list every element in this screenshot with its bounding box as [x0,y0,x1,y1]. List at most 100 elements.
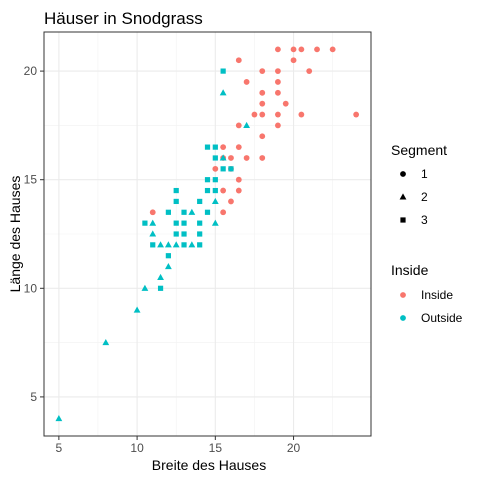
data-point-outside [164,241,172,248]
data-point-inside [259,111,266,118]
data-point-outside [243,121,251,128]
legend-key-color [400,315,406,321]
data-point-outside [165,209,171,215]
data-point-outside [197,231,203,237]
data-point-outside [212,177,218,183]
data-point-outside [149,230,157,237]
data-point-outside [181,209,187,215]
data-point-outside [211,219,219,226]
legend-inside-label: Inside [421,288,453,302]
plot-panel [43,31,372,437]
data-point-outside [219,89,227,96]
legend-segment-label: 3 [421,213,428,227]
data-point-outside [220,166,226,172]
x-tick-label: 10 [130,441,144,455]
data-point-inside [235,57,242,64]
data-point-outside [212,187,218,194]
legend-key-square [400,217,406,223]
legend-inside-label: Outside [421,311,463,325]
data-point-inside [235,122,242,129]
data-point-inside [220,209,227,216]
data-point-inside [235,144,242,151]
data-point-inside [259,133,266,140]
data-point-outside [173,198,179,205]
data-point-inside [298,111,305,118]
data-point-inside [275,79,281,85]
panel-border [43,31,372,437]
data-point-outside [141,284,149,291]
y-axis-title: Länge des Hauses [7,176,23,293]
data-point-outside [173,187,179,194]
data-point-outside [204,177,211,183]
data-point-outside [188,208,196,215]
data-point-outside [204,187,211,194]
data-point-outside [157,241,164,248]
data-point-outside [55,415,63,422]
data-point-outside [181,242,187,248]
data-point-inside [259,89,266,96]
data-point-inside [353,111,360,118]
data-point-outside [212,155,218,161]
data-point-inside [306,68,313,74]
x-axis-title: Breite des Hauses [152,457,266,473]
data-points [55,46,360,422]
data-point-outside [157,273,164,280]
legend-segment-label: 1 [421,167,428,181]
data-point-outside [173,231,179,237]
data-point-inside [220,187,227,194]
data-point-outside [212,144,218,150]
x-tick-label: 20 [287,441,301,455]
data-point-inside [220,144,227,151]
data-point-inside [259,155,266,161]
data-point-outside [150,242,156,248]
data-point-inside [235,187,242,194]
data-point-inside [329,46,336,53]
data-point-outside [149,219,157,226]
data-point-inside [275,68,281,74]
data-point-outside [181,220,187,226]
data-point-inside [314,46,320,53]
legend: Segment 1 2 3 Inside Inside Outside [391,142,463,325]
y-tick-label: 15 [24,173,38,187]
data-point-outside [133,306,141,313]
data-point-inside [228,155,234,161]
legend-segment-label: 2 [421,190,428,204]
data-point-inside [275,89,281,96]
data-point-outside [220,68,226,74]
data-point-outside [142,220,148,226]
data-point-outside [204,209,211,215]
data-point-inside [259,68,266,74]
x-tick-label: 5 [56,441,63,455]
x-axis-ticks: 5 10 15 20 [56,436,301,455]
data-point-inside [298,46,305,53]
data-point-outside [181,231,187,237]
data-point-outside [228,166,234,172]
data-point-inside [228,198,234,205]
data-point-outside [197,220,203,226]
data-point-inside [212,165,219,172]
y-tick-label: 10 [24,281,38,295]
data-point-outside [204,144,211,150]
data-point-inside [243,79,250,85]
y-tick-label: 5 [30,390,37,404]
data-point-inside [251,111,258,118]
data-point-inside [235,176,242,183]
data-point-outside [165,253,171,259]
x-tick-label: 15 [209,441,223,455]
data-point-inside [149,209,156,216]
data-point-inside [275,46,281,53]
legend-key-color [400,292,406,298]
data-point-outside [172,241,180,248]
data-point-outside [102,339,110,346]
data-point-outside [157,285,164,291]
data-point-outside [164,263,172,270]
legend-inside-title: Inside [391,262,429,278]
data-point-outside [219,154,227,161]
y-axis-ticks: 5 10 15 20 [24,64,44,404]
data-point-outside [211,197,219,204]
data-point-inside [243,155,250,161]
chart-title: Häuser in Snodgrass [44,9,203,28]
data-point-inside [259,100,266,107]
data-point-outside [197,242,203,248]
